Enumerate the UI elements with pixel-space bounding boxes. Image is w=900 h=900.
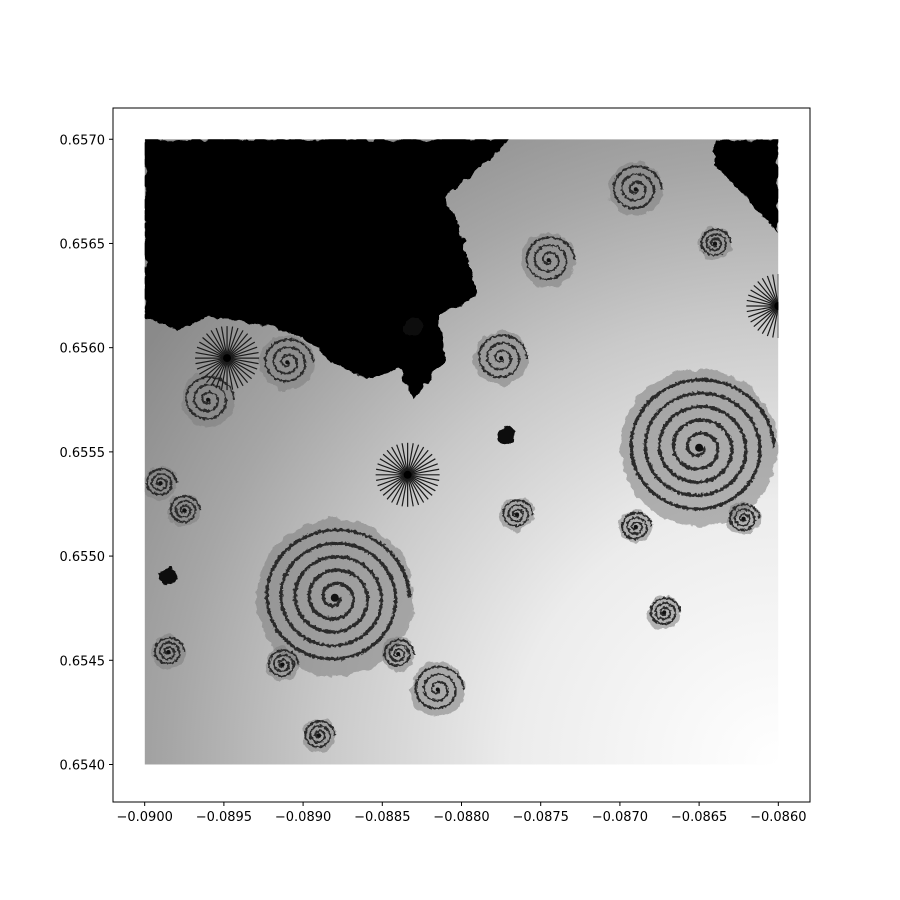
spiral-feature [647, 595, 682, 630]
spiral-feature [410, 662, 466, 717]
spiral-feature [500, 497, 534, 532]
spiral-feature [608, 161, 664, 217]
x-tick-label: −0.0875 [513, 810, 569, 825]
spiral-feature [381, 637, 416, 671]
spiral-feature [151, 635, 186, 669]
spiral-feature [618, 510, 653, 544]
dark-set-region [144, 139, 779, 400]
spiral-feature [265, 647, 300, 682]
y-tick-label: 0.6560 [60, 342, 106, 357]
spiral-feature [698, 226, 732, 261]
spiral-feature [167, 493, 202, 528]
x-tick-label: −0.0870 [592, 810, 648, 825]
y-axis: 0.6540 0.6545 0.6550 0.6555 0.6560 0.6565 0.65… [60, 133, 113, 773]
fractal-image [144, 139, 779, 765]
x-tick-label: −0.0860 [750, 810, 806, 825]
starburst-feature [375, 442, 440, 507]
spiral-feature [256, 519, 414, 677]
spiral-feature [521, 232, 576, 288]
x-tick-label: −0.0890 [275, 810, 331, 825]
y-tick-label: 0.6555 [60, 446, 106, 461]
y-tick-label: 0.6570 [60, 133, 106, 148]
blob-feature [404, 317, 423, 336]
blob-feature [159, 567, 178, 586]
y-tick-label: 0.6545 [60, 654, 106, 669]
spiral-feature [302, 718, 336, 753]
x-tick-label: −0.0895 [196, 810, 252, 825]
spiral-feature [259, 334, 315, 390]
y-tick-label: 0.6550 [60, 550, 106, 565]
x-tick-label: −0.0880 [433, 810, 489, 825]
y-tick-label: 0.6540 [60, 758, 106, 773]
spiral-feature [473, 330, 529, 386]
x-tick-label: −0.0865 [671, 810, 727, 825]
starburst-feature [195, 326, 260, 391]
x-axis: −0.0900 −0.0895 −0.0890 −0.0885 −0.0880 −0.08… [116, 802, 807, 825]
y-tick-label: 0.6565 [60, 237, 106, 252]
spiral-feature [726, 501, 761, 536]
starburst-feature [746, 273, 779, 338]
x-tick-label: −0.0900 [116, 810, 172, 825]
spiral-feature [144, 466, 178, 500]
fractal-features [144, 161, 779, 753]
x-tick-label: −0.0885 [354, 810, 410, 825]
spiral-feature [620, 368, 778, 527]
blob-feature [496, 426, 515, 445]
